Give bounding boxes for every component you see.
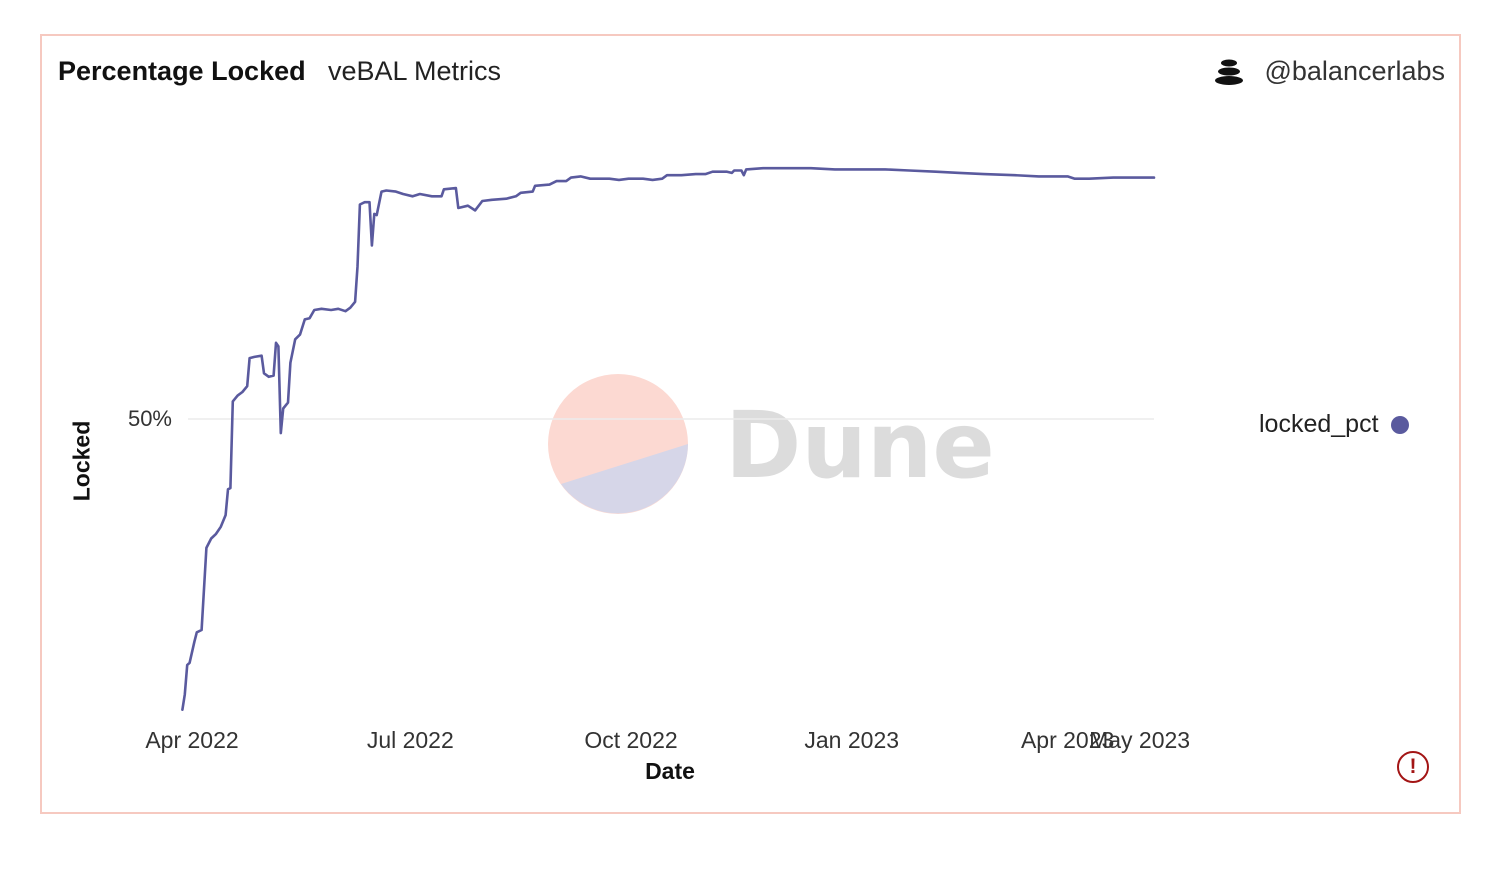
x-tick-label: Apr 2023 [1021,727,1114,753]
watermark-circle-lower [561,444,688,514]
watermark-text: Dune [725,392,995,499]
x-tick-label: Jan 2023 [804,727,899,753]
x-tick-label: Jul 2022 [367,727,454,753]
x-tick-label: Apr 2022 [145,727,238,753]
x-axis-ticks: Apr 2022 Jul 2022 Oct 2022 Jan 2023 Apr 2023… [145,727,1190,753]
series-layer [181,166,1156,711]
legend-dot-icon [1390,415,1409,434]
author-link[interactable]: @balancerlabs [1214,56,1445,87]
x-tick-label: Oct 2022 [584,727,677,753]
stack-icon [1215,59,1244,85]
y-axis-ticks: 50% [128,406,172,431]
series-line-locked_pct[interactable] [181,166,1156,711]
legend-label: locked_pct [1259,410,1379,438]
x-tick-label: May 2023 [1089,727,1190,753]
dune-watermark: Dune [548,374,995,514]
legend-item[interactable]: locked_pct [1259,410,1409,439]
exclamation-circle-icon[interactable]: ! [1397,751,1429,783]
chart-subtitle[interactable]: veBAL Metrics [328,56,502,86]
line-chart: Dune 50% Apr 2022 Jul 2022 Oct 2022 Jan 202… [128,166,1190,753]
author-name: @balancerlabs [1264,56,1445,86]
chart-card: Percentage Locked veBAL Metrics @balance… [40,34,1461,814]
x-axis-label: Date [645,758,695,784]
y-axis-label: Locked [68,420,95,502]
chart-title: Percentage Locked [58,56,306,86]
y-tick-label: 50% [128,406,172,431]
